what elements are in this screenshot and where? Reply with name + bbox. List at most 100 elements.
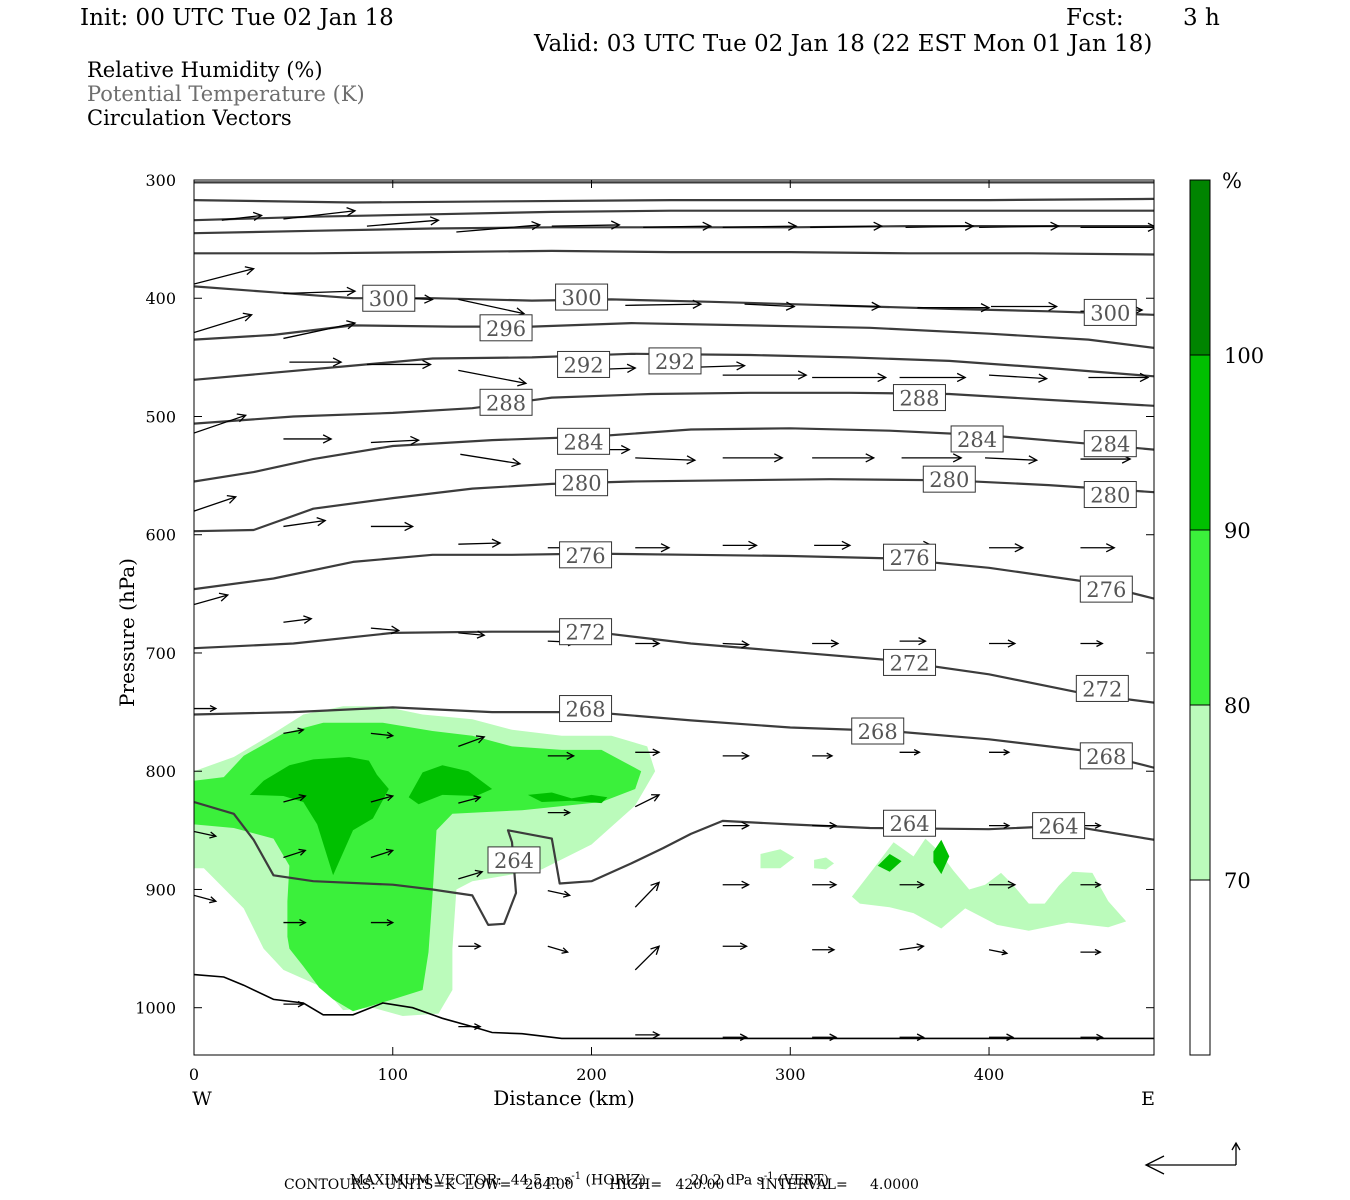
circulation-vector <box>458 1023 482 1031</box>
circulation-vector <box>458 942 482 950</box>
contour-label-text: 276 <box>566 544 606 568</box>
contour-label-text: 300 <box>562 286 602 310</box>
y-tick-label: 900 <box>145 880 176 899</box>
contour-label-text: 272 <box>889 651 929 675</box>
contour-label-box <box>479 314 533 342</box>
vector-shaft <box>283 729 304 735</box>
rh-region-90 <box>527 792 608 804</box>
max-vertical-unit-exponent: -1 <box>763 1171 774 1182</box>
vector-shaft <box>370 439 419 444</box>
vector-head <box>473 795 482 803</box>
legend-potential-temperature: Potential Temperature (K) <box>87 82 365 106</box>
y-tick-label: 300 <box>145 171 176 190</box>
circulation-vector <box>722 370 808 380</box>
contour-label-text: 268 <box>1086 745 1126 769</box>
vector-head <box>918 637 927 646</box>
vector-head <box>652 639 661 648</box>
circulation-vector <box>899 880 925 889</box>
contour-label: 292 <box>557 350 611 378</box>
circulation-vector <box>989 639 1017 648</box>
theta-contour-312 <box>194 209 1154 222</box>
circulation-vector <box>635 748 661 757</box>
circulation-vector <box>722 453 784 463</box>
vector-shaft <box>283 322 356 340</box>
x-tick-label: 400 <box>974 1065 1005 1084</box>
init-time: Init: 00 UTC Tue 02 Jan 18 <box>80 5 394 31</box>
circulation-vector <box>458 735 486 747</box>
vector-head <box>826 752 834 760</box>
vector-shaft <box>194 268 254 285</box>
circulation-vector <box>988 373 1049 383</box>
vector-shaft <box>979 225 1059 228</box>
circulation-vector <box>283 320 357 340</box>
vector-head <box>386 919 395 927</box>
colorbar-segment <box>1189 879 1211 1056</box>
circulation-vector <box>1080 222 1154 232</box>
vector-shaft <box>634 945 660 971</box>
contour-label-box <box>1032 812 1086 840</box>
circulation-vector <box>812 453 876 463</box>
vector-shaft <box>370 627 399 632</box>
contour-label: 280 <box>1083 481 1137 509</box>
vector-head <box>1028 455 1039 465</box>
circulation-vector <box>985 455 1039 465</box>
circulation-vector <box>722 1033 748 1042</box>
west-label: W <box>192 1088 212 1110</box>
theta-contour-284 <box>194 427 1154 483</box>
colorbar-level-label: 100 <box>1224 344 1264 368</box>
circulation-vector <box>634 794 661 808</box>
circulation-vector <box>991 301 1059 312</box>
max-vertical-value: 20.2 dPa s <box>690 1172 764 1189</box>
contour-label-box <box>1079 742 1133 770</box>
vector-head <box>827 946 836 954</box>
vector-shaft <box>899 945 924 951</box>
vector-shaft <box>830 304 880 308</box>
vector-shaft <box>283 618 312 623</box>
vector-head <box>299 919 307 927</box>
vector-head <box>209 704 218 713</box>
x-tick-label: 100 <box>377 1065 408 1084</box>
vector-head <box>1038 373 1049 383</box>
circulation-vector <box>899 637 927 646</box>
relative-humidity-fill <box>194 706 1127 1016</box>
contour-label: 296 <box>479 314 533 342</box>
contour-label: 264 <box>1032 812 1086 840</box>
contour-label: 276 <box>559 541 613 569</box>
vector-head <box>303 615 313 624</box>
contour-label: 284 <box>557 427 611 455</box>
contour-label-text: 288 <box>486 391 526 415</box>
circulation-vector <box>635 543 671 553</box>
colorbar-segment <box>1189 704 1211 881</box>
circulation-vector <box>458 298 526 317</box>
vector-shaft <box>283 849 306 859</box>
theta-contour-292 <box>194 352 1154 381</box>
vector-head <box>830 639 840 648</box>
vector-shaft <box>625 303 701 306</box>
vector-shaft <box>988 374 1047 380</box>
contour-label-box <box>479 388 533 416</box>
y-axis-label: Pressure (hPa) <box>115 558 139 707</box>
vector-head <box>236 413 248 423</box>
vector-head <box>739 942 748 951</box>
east-label: E <box>1141 1088 1155 1110</box>
circulation-vector <box>899 372 967 383</box>
circulation-vector <box>1080 639 1104 648</box>
rh-patch-90 <box>933 839 950 875</box>
contour-label-box <box>1083 430 1137 458</box>
circulation-vector <box>194 830 218 839</box>
vector-head <box>476 630 486 639</box>
contour-label: 264 <box>487 846 541 874</box>
rh-region-90 <box>249 757 389 876</box>
circulation-vector <box>989 543 1025 553</box>
circulation-vector <box>634 945 661 971</box>
vector-head <box>841 540 852 551</box>
contour-label-box <box>883 648 937 676</box>
contour-label: 292 <box>648 347 702 375</box>
contour-label-box <box>648 347 702 375</box>
vector-shaft <box>456 224 540 233</box>
vector-head <box>741 751 750 760</box>
circulation-vector <box>812 372 888 383</box>
vector-head <box>952 453 963 463</box>
vector-shaft <box>635 457 695 461</box>
vector-head <box>829 880 838 889</box>
